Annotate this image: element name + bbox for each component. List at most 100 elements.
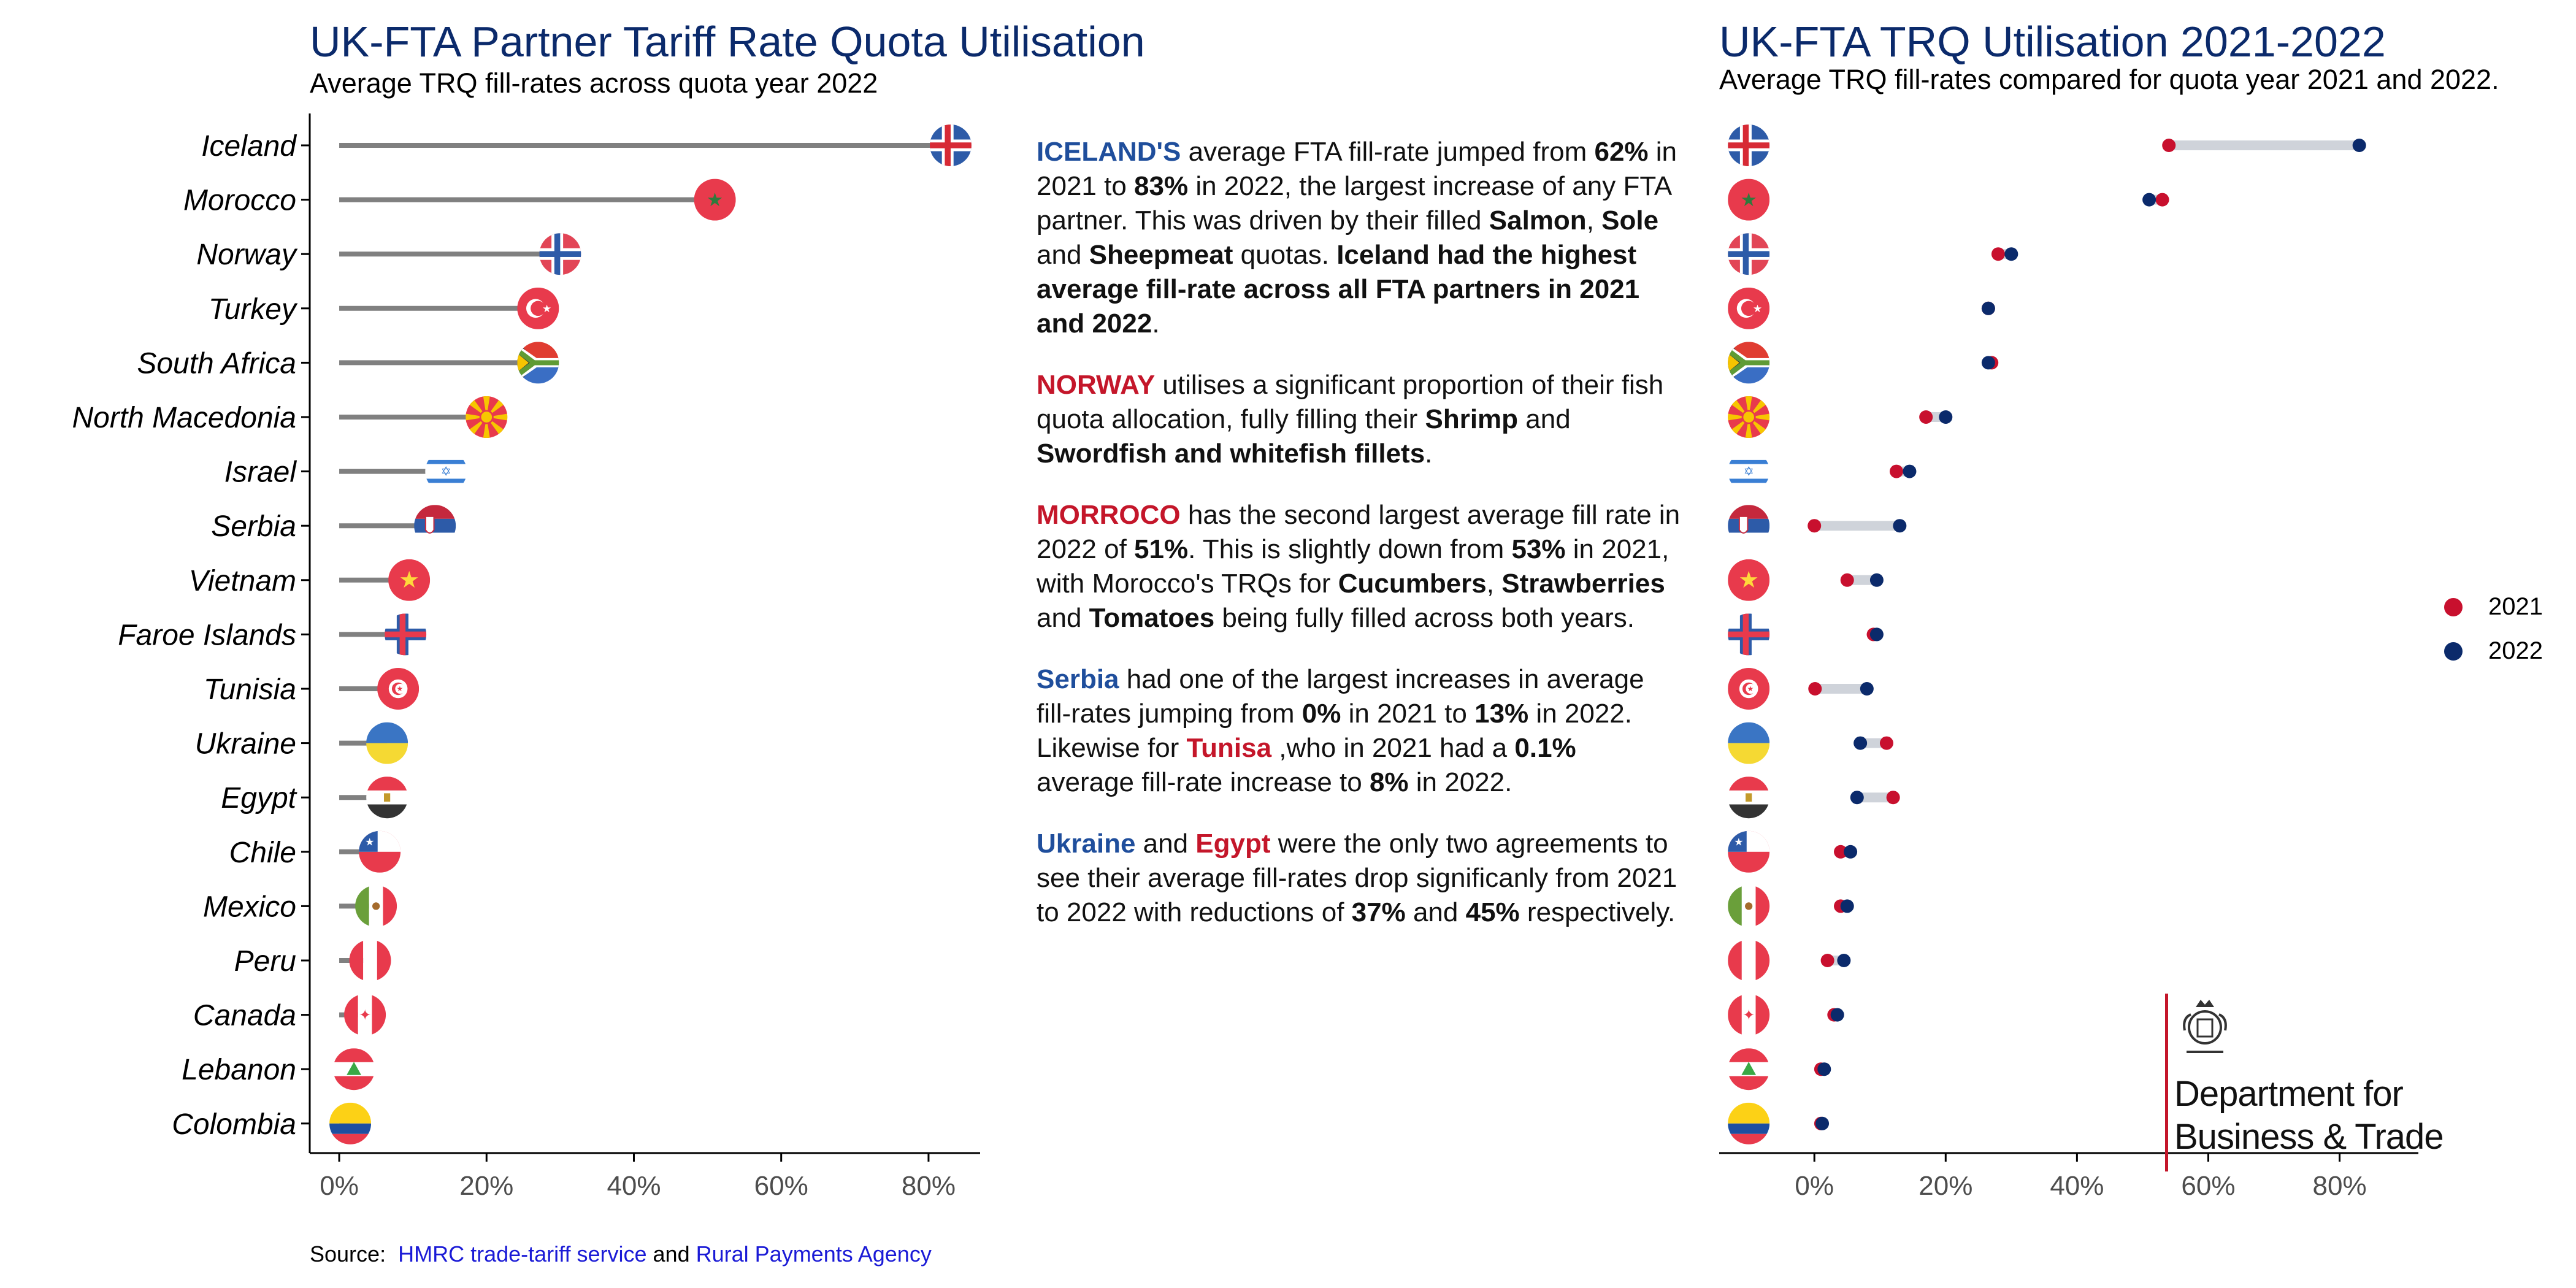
flag-morocco-icon: ★ [1728, 178, 1770, 221]
point-2022 [1817, 1062, 1831, 1076]
flag-turkey-icon: ★ [1728, 287, 1770, 329]
point-2021 [1820, 954, 1834, 967]
left-y-tick-label: Faroe Islands [118, 619, 296, 651]
point-2022 [1853, 736, 1868, 750]
flag-chile-icon: ★ [1728, 830, 1770, 873]
royal-crest-icon [2183, 1000, 2227, 1053]
flag-norway-icon [1728, 233, 1770, 275]
point-2022 [1939, 410, 1953, 424]
left-y-tick-label: Israel [224, 456, 297, 489]
flag-morocco-icon: ★ [694, 178, 736, 221]
svg-text:★: ★ [1738, 567, 1759, 592]
point-2022 [1815, 1116, 1830, 1130]
svg-text:✦: ✦ [1742, 1007, 1755, 1024]
commentary-text: ICELAND'S average FTA fill-rate jumped f… [1037, 135, 1681, 957]
flag-vietnam-icon: ★ [388, 559, 431, 601]
logo-red-bar [2165, 994, 2168, 1171]
svg-text:★: ★ [397, 684, 404, 693]
point-2022 [1981, 301, 1995, 315]
point-2022 [1850, 791, 1864, 805]
left-x-tick-label: 60% [754, 1171, 808, 1201]
point-2021 [2162, 139, 2176, 152]
left-y-tick-label: Chile [229, 837, 296, 869]
svg-text:✡: ✡ [1744, 465, 1754, 478]
flag-south-africa-icon [1728, 342, 1770, 384]
flag-peru-icon [1728, 940, 1770, 981]
left-x-tick-label: 80% [902, 1171, 956, 1201]
flag-iceland-icon [1728, 125, 1770, 166]
flag-serbia-icon [1728, 505, 1770, 547]
flag-turkey-icon: ★ [517, 287, 559, 329]
left-y-tick-label: Mexico [203, 891, 296, 923]
right-x-tick-label: 40% [2050, 1171, 2104, 1201]
flag-peru-icon [349, 940, 391, 981]
svg-text:✡: ✡ [441, 465, 451, 478]
point-2022 [1869, 573, 1884, 587]
left-y-tick-label: South Africa [137, 347, 296, 380]
left-chart-subtitle: Average TRQ fill-rates across quota year… [310, 67, 878, 99]
legend-2021-label: 2021 [2488, 593, 2543, 620]
left-y-tick-label: Peru [234, 945, 296, 978]
svg-text:✦: ✦ [359, 1007, 371, 1024]
point-2022 [2004, 247, 2018, 261]
point-2022 [1840, 899, 1854, 913]
left-y-tick-label: Colombia [172, 1108, 296, 1141]
legend-2021-marker [2444, 598, 2463, 616]
flag-israel-icon: ✡ [1728, 450, 1770, 493]
point-2022 [1837, 954, 1851, 967]
dbt-logo: Department for Business & Trade [2150, 981, 2444, 1190]
point-2021 [1834, 845, 1848, 859]
point-2022 [2142, 193, 2156, 207]
flag-egypt-icon [366, 776, 408, 819]
flag-north-macedonia-icon [1728, 396, 1770, 438]
flag-lebanon-icon [1728, 1048, 1770, 1091]
left-y-tick-label: North Macedonia [72, 402, 296, 434]
left-y-tick-label: Ukraine [195, 728, 296, 761]
flag-south-africa-icon [517, 342, 559, 384]
svg-text:★: ★ [1734, 837, 1743, 848]
svg-text:★: ★ [542, 303, 551, 315]
logo-line-1: Department for [2174, 1074, 2404, 1114]
link-hmrc[interactable]: HMRC trade-tariff service [398, 1241, 647, 1267]
point-2022 [1860, 682, 1874, 696]
right-x-tick-label: 80% [2313, 1171, 2367, 1201]
right-x-tick-label: 60% [2181, 1171, 2235, 1201]
svg-text:★: ★ [707, 190, 723, 210]
svg-text:★: ★ [365, 837, 374, 848]
left-x-tick-label: 20% [459, 1171, 513, 1201]
flag-israel-icon: ✡ [425, 450, 467, 493]
flag-canada-icon: ✦ [344, 994, 386, 1036]
point-2022 [2352, 139, 2366, 152]
link-rpa[interactable]: Rural Payments Agency [696, 1241, 932, 1267]
flag-ukraine-icon [366, 722, 408, 764]
flag-faroe-islands-icon [1728, 613, 1770, 656]
left-y-tick-label: Iceland [201, 130, 297, 163]
left-x-tick-label: 40% [607, 1171, 661, 1201]
flag-ukraine-icon [1728, 722, 1770, 764]
flag-north-macedonia-icon [466, 396, 508, 438]
flag-mexico-icon [355, 885, 397, 927]
right-x-tick-label: 0% [1795, 1171, 1834, 1201]
logo-line-2: Business & Trade [2174, 1117, 2444, 1157]
point-2021 [1991, 247, 2005, 261]
point-2021 [1807, 519, 1822, 533]
left-y-tick-label: Egypt [221, 782, 297, 815]
point-2021 [1886, 791, 1900, 805]
flag-faroe-islands-icon [385, 613, 427, 656]
left-y-tick-label: Lebanon [182, 1054, 296, 1086]
flag-lebanon-icon [333, 1048, 375, 1091]
left-y-tick-label: Serbia [211, 510, 296, 543]
source-note: Source: HMRC trade-tariff service and Ru… [310, 1241, 932, 1267]
flag-norway-icon [539, 233, 581, 275]
left-y-tick-label: Canada [193, 1000, 296, 1032]
point-2022 [1844, 845, 1858, 859]
left-y-tick-label: Turkey [209, 293, 298, 326]
left-x-tick-label: 0% [320, 1171, 359, 1201]
commentary-serbia-tunisia: Serbia had one of the largest increases … [1037, 664, 1644, 797]
flag-colombia-icon [329, 1102, 372, 1144]
point-2022 [1869, 627, 1884, 642]
commentary-norway: NORWAY utilises a significant proportion… [1037, 370, 1664, 469]
right-chart-subtitle: Average TRQ fill-rates compared for quot… [1719, 64, 2499, 95]
flag-colombia-icon [1728, 1102, 1770, 1144]
